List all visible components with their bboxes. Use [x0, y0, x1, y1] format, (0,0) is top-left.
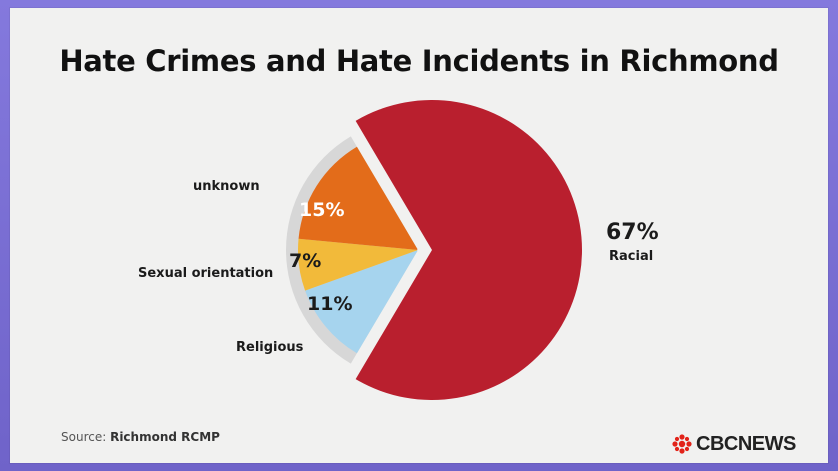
sexual-orientation-category-label: Sexual orientation	[138, 266, 274, 281]
pie-slice-unknown	[298, 146, 418, 250]
racial-percent-label: 67%	[606, 220, 659, 245]
cbc-gem-icon	[672, 434, 692, 454]
pie-slice-religious	[305, 250, 418, 354]
cbc-news-logo: CBCNEWS	[672, 433, 796, 455]
unknown-category-label: unknown	[193, 179, 260, 194]
pie-slice-sexual-orientation	[297, 238, 418, 291]
source-name: Richmond RCMP	[110, 430, 220, 444]
logo-wordmark: CBCNEWS	[696, 432, 796, 455]
source-note: Source: Richmond RCMP	[61, 430, 220, 444]
pie-slice-racial	[355, 99, 582, 401]
pie-center-gap	[417, 249, 418, 251]
sexual-orientation-percent-label: 7%	[289, 250, 322, 272]
religious-category-label: Religious	[236, 340, 304, 355]
unknown-percent-label: 15%	[299, 199, 345, 221]
source-prefix: Source:	[61, 430, 111, 444]
racial-category-label: Racial	[609, 249, 654, 264]
chart-title: Hate Crimes and Hate Incidents in Richmo…	[59, 44, 779, 78]
religious-percent-label: 11%	[307, 293, 353, 315]
